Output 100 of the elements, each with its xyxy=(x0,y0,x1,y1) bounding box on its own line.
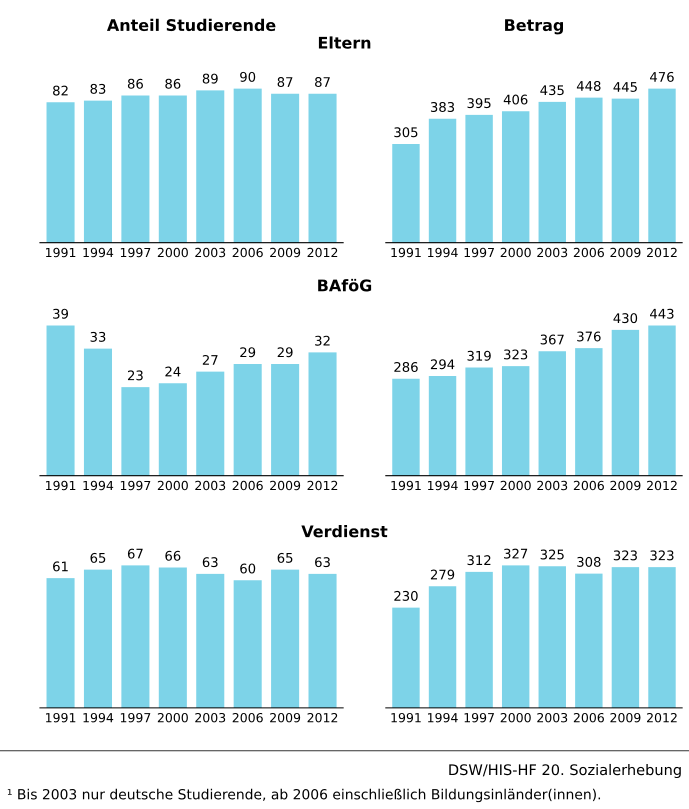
x-tick-label: 2003 xyxy=(195,712,226,722)
bar xyxy=(392,144,420,243)
data-label: 61 xyxy=(53,561,68,572)
x-tick-label: 2006 xyxy=(232,248,263,258)
data-label: 367 xyxy=(540,334,564,344)
data-label: 60 xyxy=(240,564,256,574)
bar xyxy=(502,366,530,476)
data-label: 67 xyxy=(128,548,143,559)
x-tick-label: 2006 xyxy=(574,480,604,490)
bar xyxy=(465,572,493,708)
x-tick-label: 2012 xyxy=(308,248,338,258)
bar xyxy=(234,88,262,243)
x-tick-label: 2006 xyxy=(574,712,604,722)
x-tick-label: 1994 xyxy=(428,480,458,490)
x-tick-label: 1991 xyxy=(46,712,76,722)
bar xyxy=(465,114,493,243)
data-label: 29 xyxy=(278,347,293,358)
x-tick-label: 2000 xyxy=(158,712,188,722)
bar xyxy=(428,376,456,476)
bar xyxy=(502,111,530,243)
x-tick-label: 1994 xyxy=(428,248,458,258)
data-label: 27 xyxy=(202,354,218,365)
bar xyxy=(575,574,603,708)
data-label: 327 xyxy=(504,548,528,559)
x-tick-label: 1994 xyxy=(83,712,114,722)
bar xyxy=(158,383,187,476)
bar xyxy=(612,330,640,476)
data-label: 24 xyxy=(165,366,180,376)
bar xyxy=(538,566,566,708)
x-tick-label: 2009 xyxy=(270,248,300,258)
x-tick-label: 2006 xyxy=(232,712,263,722)
chart-title: Anteil Studierende xyxy=(106,18,276,32)
x-tick-label: 1991 xyxy=(46,248,76,258)
x-tick-label: 1997 xyxy=(120,480,150,490)
data-label: 435 xyxy=(540,85,564,96)
x-tick-label: 1991 xyxy=(391,480,421,490)
x-tick-label: 1991 xyxy=(391,248,421,258)
x-tick-label: 1991 xyxy=(391,712,421,722)
x-tick-label: 1997 xyxy=(464,248,494,258)
x-tick-label: 2009 xyxy=(270,712,300,722)
data-label: 294 xyxy=(430,359,454,370)
bar xyxy=(271,94,300,243)
data-label: 29 xyxy=(240,347,256,358)
bar xyxy=(648,567,676,708)
data-label: 308 xyxy=(577,556,601,567)
chart-title: Verdienst xyxy=(301,525,388,538)
bar xyxy=(502,565,530,708)
data-label: 395 xyxy=(468,98,491,108)
data-label: 312 xyxy=(468,555,490,566)
x-tick-label: 2000 xyxy=(158,480,188,490)
data-label: 286 xyxy=(394,362,418,372)
bar xyxy=(234,364,262,476)
x-tick-label: 2012 xyxy=(308,712,338,722)
data-label: 319 xyxy=(468,350,491,361)
bar xyxy=(46,578,75,708)
data-label: 279 xyxy=(430,570,454,580)
x-tick-label: 1994 xyxy=(83,480,114,490)
data-label: 230 xyxy=(394,590,418,601)
x-tick-label: 1991 xyxy=(46,480,76,490)
bar xyxy=(121,95,150,243)
text: DSW/HIS-HF 20. Sozialerhebung xyxy=(449,764,681,778)
bar xyxy=(612,98,640,243)
x-tick-label: 2012 xyxy=(647,712,677,722)
data-label: 323 xyxy=(504,349,528,360)
x-tick-label: 1994 xyxy=(428,712,458,722)
bar xyxy=(84,100,112,243)
data-label: 323 xyxy=(614,550,637,560)
x-tick-label: 2009 xyxy=(270,480,300,490)
x-tick-label: 2006 xyxy=(574,248,604,258)
x-tick-label: 2000 xyxy=(500,248,531,258)
x-tick-label: 2009 xyxy=(610,712,640,722)
bar xyxy=(648,88,676,243)
data-label: 89 xyxy=(202,74,218,84)
x-tick-label: 2009 xyxy=(610,480,640,490)
bar xyxy=(392,608,420,708)
bar xyxy=(648,325,676,476)
data-label: 87 xyxy=(278,77,292,88)
bar xyxy=(158,95,187,243)
bar xyxy=(196,90,224,243)
x-tick-label: 2003 xyxy=(195,248,226,258)
data-label: 325 xyxy=(540,550,564,560)
bar xyxy=(428,586,456,708)
bar xyxy=(465,368,493,476)
bar xyxy=(121,565,150,708)
bar xyxy=(575,98,603,243)
data-label: 63 xyxy=(315,557,330,568)
data-label: 33 xyxy=(90,332,106,342)
x-tick-label: 2000 xyxy=(158,248,188,258)
bar xyxy=(234,580,262,708)
bar xyxy=(196,574,224,708)
bar xyxy=(46,102,75,243)
x-tick-label: 1997 xyxy=(464,480,494,490)
data-label: 323 xyxy=(650,550,674,560)
x-tick-label: 1997 xyxy=(120,248,150,258)
bar xyxy=(271,364,300,476)
data-label: 66 xyxy=(165,550,180,561)
bar xyxy=(428,118,456,243)
bar xyxy=(46,325,75,476)
x-tick-label: 2003 xyxy=(537,248,568,258)
bar xyxy=(612,567,640,708)
